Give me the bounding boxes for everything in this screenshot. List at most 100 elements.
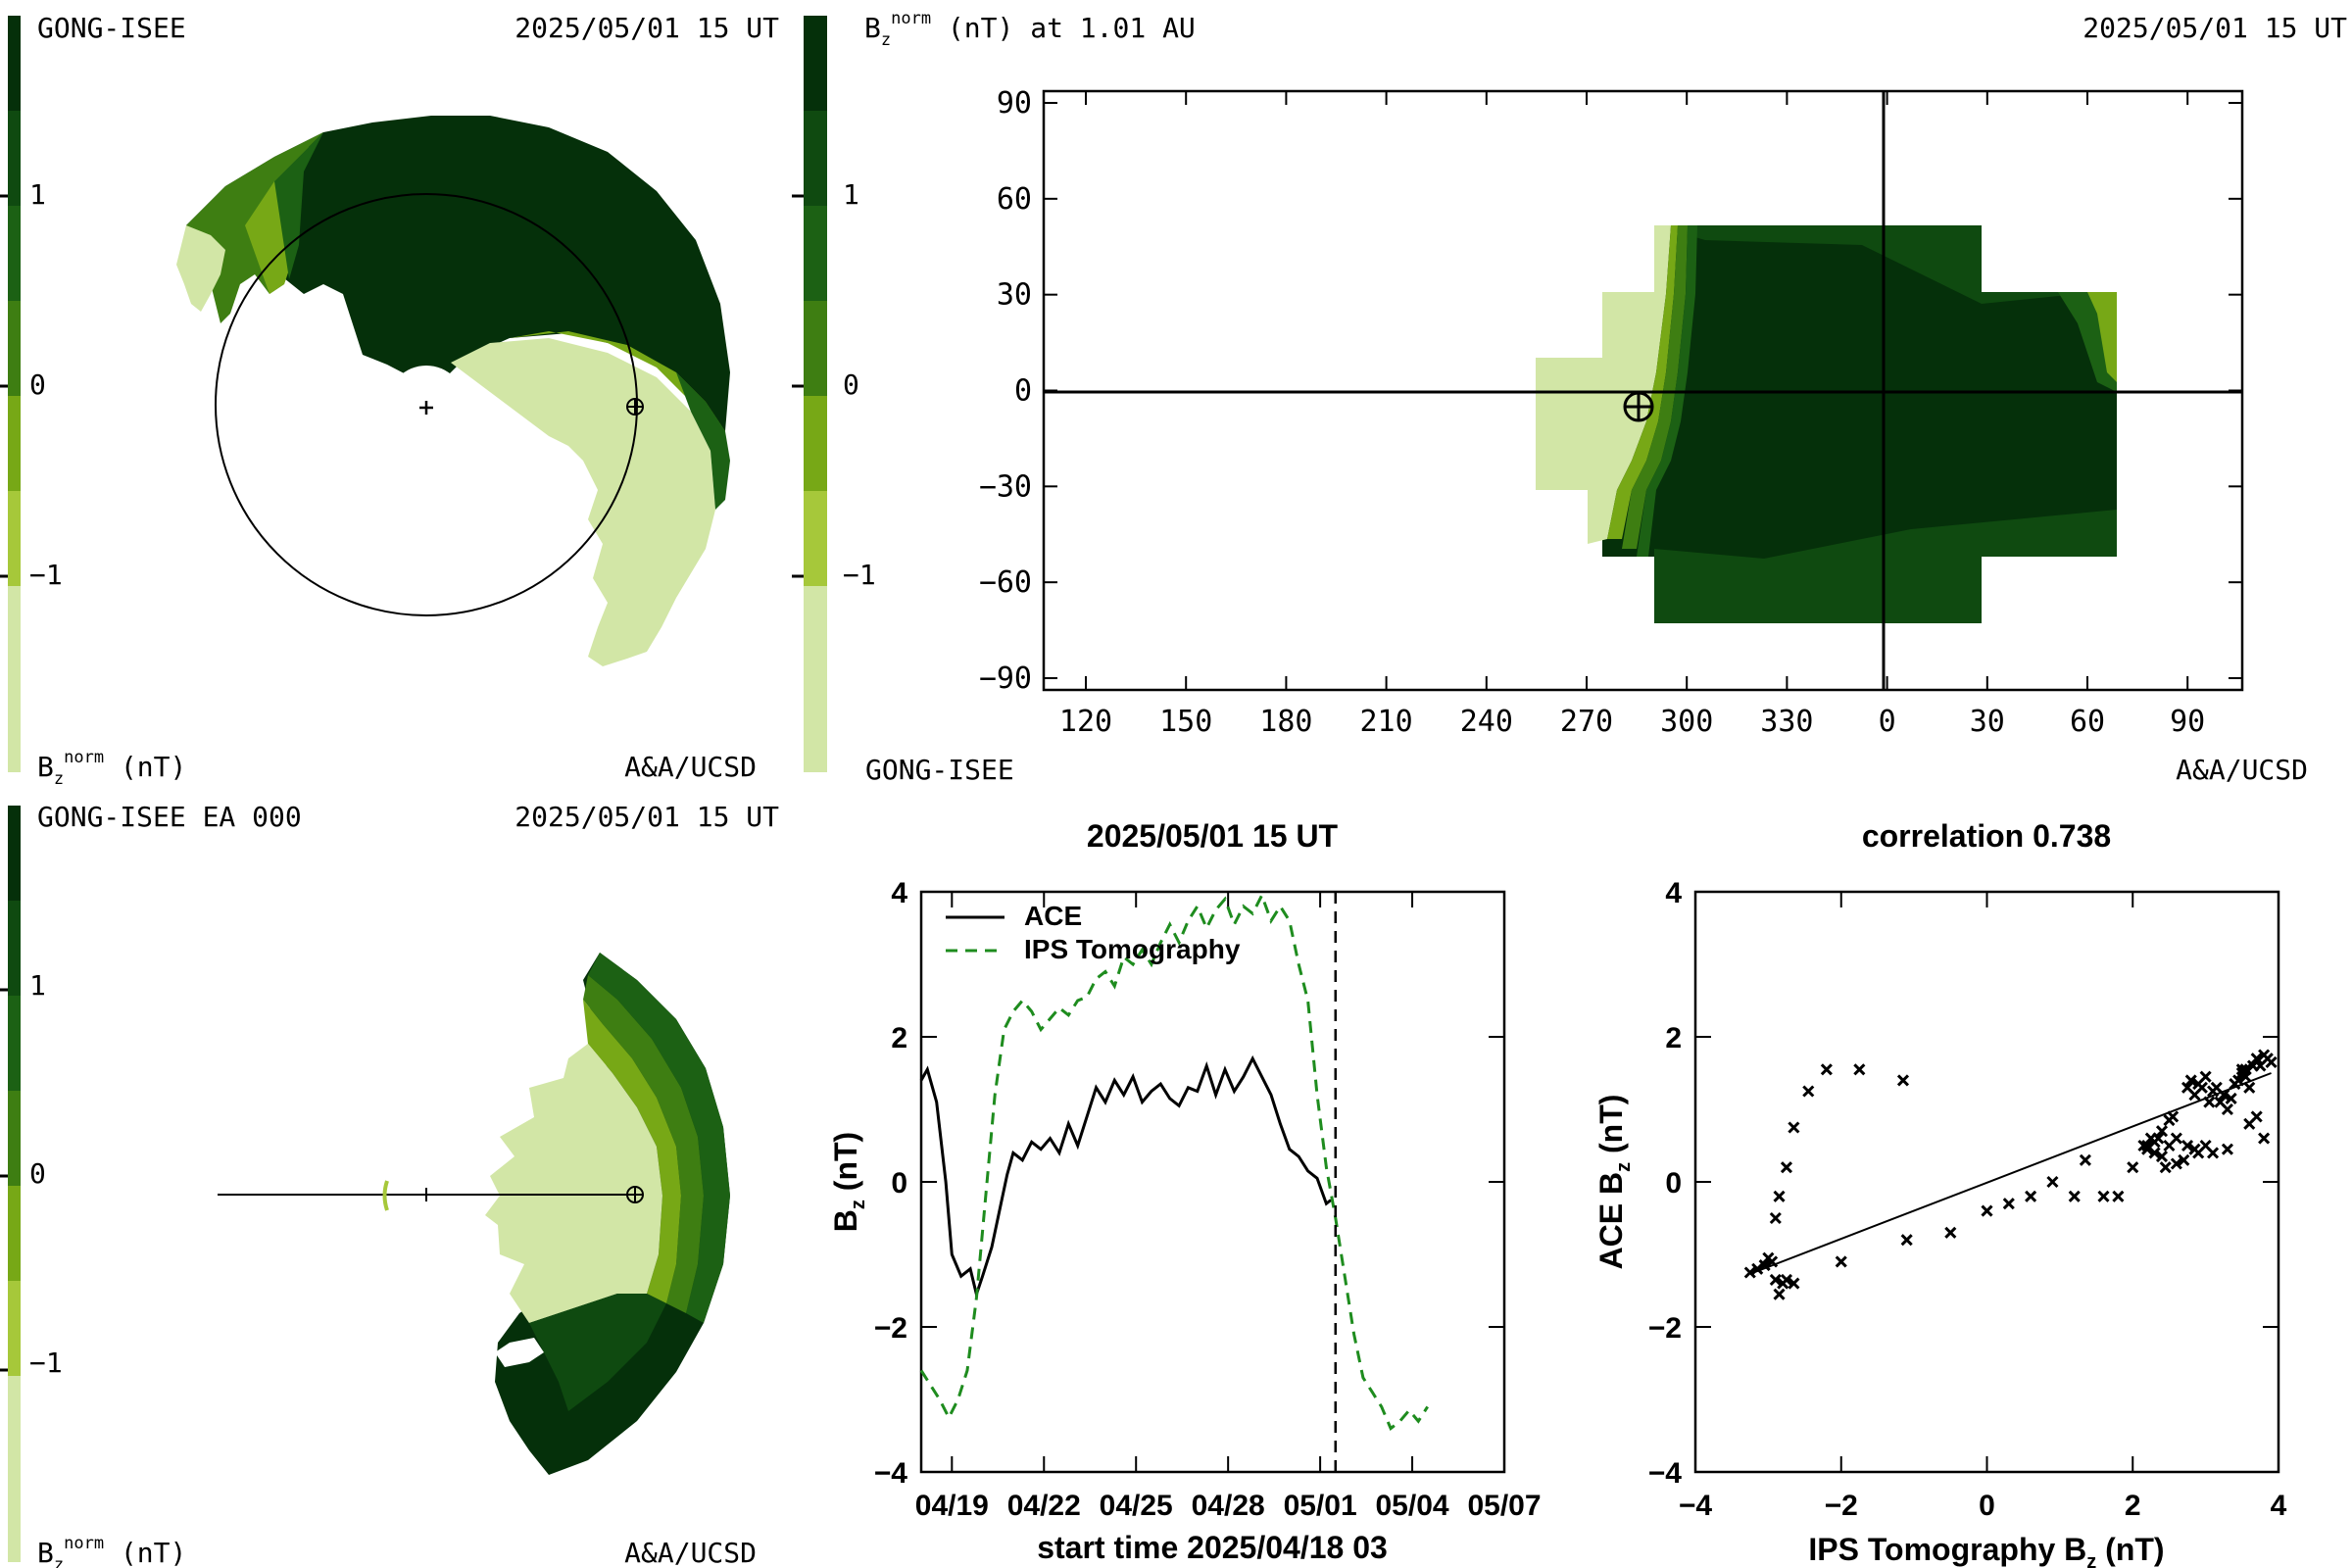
- legend-label: ACE: [1024, 901, 1082, 931]
- scatter-point: [2199, 1139, 2212, 1152]
- scatter-point: [2170, 1157, 2182, 1170]
- latlon-x-tick-labels: 120 150 180 210 240 270 300 330 0 30 60 90: [1059, 705, 2205, 739]
- x-tick-label: 90: [2170, 705, 2205, 739]
- panel-source-label: GONG-ISEE: [865, 754, 1014, 786]
- colorbar-tick-label: 0: [843, 368, 859, 401]
- colorbar-top-left: 1 0 −1: [0, 16, 63, 772]
- plus-icon: [419, 401, 433, 415]
- scatter-point: [1758, 1259, 1771, 1272]
- x-tick-label: 240: [1460, 705, 1513, 739]
- x-tick-label: 30: [1970, 705, 2005, 739]
- colorbar-tick-label: 1: [29, 969, 46, 1002]
- x-tick-label: 04/22: [1007, 1490, 1081, 1522]
- y-tick-label: 0: [1014, 374, 1032, 409]
- x-tick-label: 04/28: [1192, 1490, 1265, 1522]
- scatter-point: [2243, 1081, 2256, 1094]
- series-line-ace: [919, 1054, 1333, 1300]
- scatter-point: [2195, 1081, 2208, 1094]
- panel-credit-label: A&A/UCSD: [624, 1537, 757, 1568]
- y-axis-label: ACE Bz (nT): [1593, 1095, 1635, 1270]
- scatter-point: [2180, 1139, 2194, 1152]
- scatter-point: [2046, 1175, 2059, 1189]
- y-tick-label: 2: [1665, 1022, 1682, 1054]
- scatter-point: [2127, 1161, 2139, 1174]
- scatter-point: [2199, 1070, 2212, 1083]
- scatter-point: [1780, 1273, 1793, 1286]
- x-tick-label: −2: [1825, 1490, 1858, 1522]
- y-tick-label: 4: [891, 877, 907, 909]
- y-tick-label: 60: [997, 182, 1032, 217]
- scatter-point: [2159, 1161, 2172, 1174]
- y-tick-label: −30: [979, 469, 1032, 504]
- y-tick-label: −90: [979, 662, 1032, 696]
- scatter-point: [1981, 1204, 1993, 1217]
- scatter-points: [1743, 1049, 2278, 1300]
- scatter-point: [2258, 1132, 2271, 1145]
- x-tick-label: 0: [1879, 705, 1896, 739]
- scatter-point: [2170, 1132, 2182, 1145]
- scatter-point: [2203, 1096, 2216, 1108]
- y-tick-label: 90: [997, 86, 1032, 121]
- y-tick-label: −4: [1648, 1457, 1683, 1490]
- scatter-point: [2225, 1092, 2237, 1104]
- scatter-point: [1769, 1273, 1782, 1286]
- scatter-point: [1835, 1255, 1847, 1268]
- scatter-point: [2178, 1153, 2190, 1166]
- scatter-point: [2155, 1151, 2169, 1163]
- x-axis-label: IPS Tomography Bz (nT): [1808, 1532, 2164, 1568]
- x-tick-label: 2: [2125, 1490, 2141, 1522]
- colorbar-unit-label: Bznorm (nT): [37, 748, 186, 789]
- scatter-point: [1896, 1074, 1910, 1087]
- x-tick-label: 210: [1360, 705, 1413, 739]
- scatter-point: [2155, 1125, 2169, 1138]
- panel-top-right: 1 0 −1 Bznorm (nT) at 1.01 AU 2025/05/01…: [792, 9, 2347, 786]
- colorbar-tick-label: 0: [29, 368, 46, 401]
- scatter-point: [1900, 1234, 1913, 1247]
- panel-source-label: GONG-ISEE: [37, 12, 186, 44]
- scatter-point: [2250, 1053, 2263, 1065]
- scatter-point: [1944, 1226, 1957, 1239]
- scatter-point: [2188, 1143, 2201, 1155]
- scatter-point: [2002, 1198, 2015, 1210]
- timeseries-series: [919, 891, 1429, 1431]
- x-tick-label: 0: [1979, 1490, 1995, 1522]
- x-tick-label: 330: [1760, 705, 1813, 739]
- scatter-point: [1853, 1063, 1866, 1076]
- colorbar-tick-label: −1: [29, 559, 63, 591]
- timeseries-axes: 4 2 0 −2 −404/19 04/22 04/25 04/28 05/01 05/04 05/…: [874, 877, 1542, 1522]
- scatter-point: [1751, 1262, 1764, 1275]
- scatter-point: [2167, 1110, 2180, 1123]
- colorbar-tick-label: −1: [29, 1347, 63, 1379]
- x-tick-label: 150: [1159, 705, 1212, 739]
- y-axis-label: Bz (nT): [828, 1132, 869, 1232]
- x-tick-label: 04/19: [915, 1490, 989, 1522]
- scatter-point: [2097, 1190, 2110, 1202]
- map-title: Bznorm (nT) at 1.01 AU: [864, 9, 1196, 50]
- x-tick-label: 120: [1059, 705, 1112, 739]
- scatter-point: [2221, 1102, 2234, 1116]
- panel-date-label: 2025/05/01 15 UT: [514, 801, 779, 833]
- x-tick-label: 300: [1660, 705, 1713, 739]
- y-tick-label: 4: [1665, 877, 1682, 909]
- x-tick-label: 4: [2271, 1490, 2287, 1522]
- legend: ACE IPS Tomography: [946, 901, 1241, 964]
- plot-frame: [919, 890, 1506, 1474]
- scatter-point: [1769, 1211, 1782, 1225]
- y-tick-label: 0: [1665, 1167, 1682, 1200]
- scatter-point: [2025, 1190, 2037, 1202]
- x-tick-label: 60: [2070, 705, 2105, 739]
- y-tick-label: −2: [874, 1312, 907, 1345]
- scatter-point: [2148, 1147, 2161, 1159]
- legend-label: IPS Tomography: [1024, 934, 1241, 964]
- scatter-point: [2221, 1143, 2234, 1155]
- scatter-point: [1788, 1121, 1800, 1134]
- panel-source-label: GONG-ISEE EA 000: [37, 801, 302, 833]
- y-tick-label: 30: [997, 278, 1032, 313]
- colorbar-unit-label: Bznorm (nT): [37, 1534, 186, 1568]
- meridional-map: [218, 953, 730, 1475]
- chart-title: 2025/05/01 15 UT: [1087, 818, 1339, 854]
- scatter-point: [2112, 1190, 2125, 1202]
- colorbar-tick-label: −1: [843, 559, 876, 591]
- ecliptic-map: [176, 116, 730, 666]
